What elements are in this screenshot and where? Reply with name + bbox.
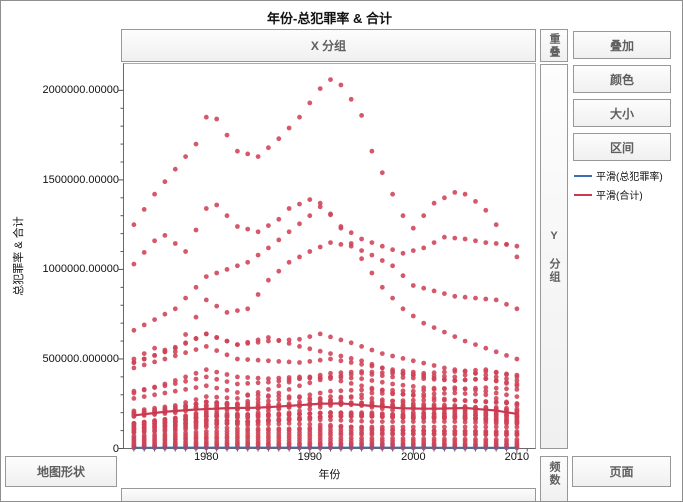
legend-item-total: 平滑(合计)	[574, 187, 682, 202]
overlay-label: 叠加	[609, 38, 634, 53]
size-drop-zone[interactable]: 大小	[573, 99, 671, 127]
x-axis-title: 年份	[318, 469, 341, 481]
y-axis-tick-labels: 0 500000.000000 1000000.00000 1500000.00000…	[19, 63, 119, 454]
scatter-points	[131, 77, 520, 451]
wrap-drop-zone[interactable]: 重叠	[540, 29, 568, 62]
x-axis-tick-labels: 1980 1990 2000 2010	[123, 451, 536, 464]
chart-title: 年份-总犯罪率 & 合计	[267, 11, 392, 26]
y-tick-label: 0	[112, 442, 119, 455]
x-group-drop-zone[interactable]: X 分组	[121, 29, 536, 62]
overlay-drop-zone[interactable]: 叠加	[573, 31, 671, 59]
y-tick-label: 1500000.00000	[42, 173, 119, 186]
y-tick-label: 500000.000000	[42, 352, 119, 365]
x-group-label: X 分组	[310, 39, 347, 53]
map-shape-label: 地图形状	[36, 465, 85, 479]
x-tick-label: 1980	[194, 451, 219, 463]
freq-label: 频数	[548, 461, 560, 487]
legend-label-rate: 平滑(总犯罪率)	[596, 172, 663, 183]
color-label: 颜色	[609, 72, 634, 87]
interval-drop-zone[interactable]: 区间	[573, 133, 671, 161]
y-group-drop-zone[interactable]: Y 分组	[540, 64, 568, 449]
scatter-plot[interactable]	[117, 63, 536, 455]
y-tick-label: 1000000.00000	[42, 263, 119, 276]
x-tick-label: 2000	[401, 451, 426, 463]
legend-label-total: 平滑(合计)	[596, 191, 643, 202]
page-drop-zone[interactable]: 页面	[572, 456, 671, 487]
legend: 平滑(总犯罪率) 平滑(合计)	[574, 168, 682, 206]
x-drop-zone[interactable]	[121, 488, 536, 501]
x-tick-label: 2010	[504, 451, 530, 463]
map-shape-drop-zone[interactable]: 地图形状	[5, 456, 117, 487]
page-label: 页面	[609, 465, 634, 479]
size-label: 大小	[609, 106, 634, 121]
y-group-label: Y 分组	[548, 229, 560, 284]
smoother-rate-line-swatch	[574, 174, 592, 177]
y-tick-label: 2000000.00000	[42, 84, 119, 97]
smoother-total-line-swatch	[574, 193, 592, 196]
wrap-label: 重叠	[548, 32, 560, 59]
freq-drop-zone[interactable]: 频数	[540, 456, 568, 501]
color-drop-zone[interactable]: 颜色	[573, 65, 671, 93]
legend-item-rate: 平滑(总犯罪率)	[574, 168, 682, 183]
x-tick-label: 1990	[297, 451, 323, 463]
smoother-line-1	[133, 402, 518, 417]
interval-label: 区间	[609, 140, 634, 155]
